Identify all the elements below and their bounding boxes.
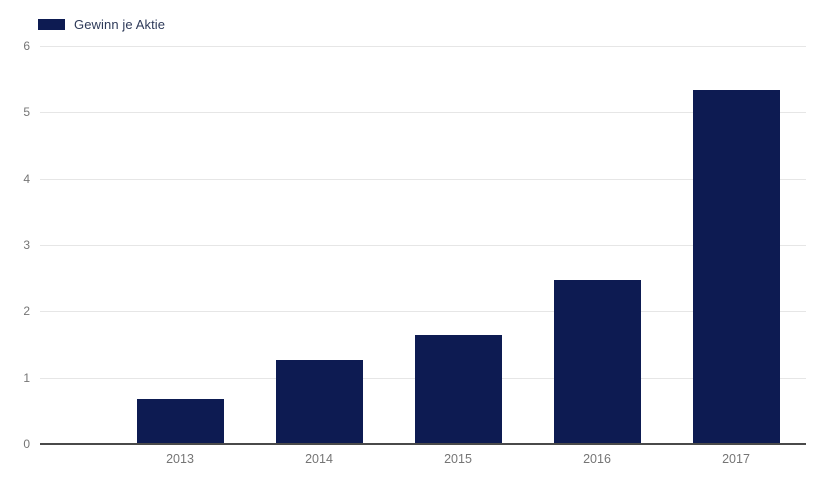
y-tick-label-1: 1: [23, 370, 30, 385]
bar-2017[interactable]: [692, 90, 780, 444]
x-tick-label-2016: 2016: [583, 452, 611, 466]
legend: Gewinn je Aktie: [38, 14, 165, 34]
gridline-4: [40, 178, 806, 180]
gridline-3: [40, 245, 806, 246]
y-tick-label-3: 3: [23, 238, 30, 252]
gridline-2: [40, 311, 806, 313]
x-tick-label-2014: 2014: [305, 452, 333, 466]
plot-area: [40, 46, 806, 445]
legend-swatch: [38, 18, 65, 30]
bar-2013[interactable]: [136, 399, 224, 444]
x-tick-label-2015: 2015: [444, 452, 472, 466]
x-tick-label-2017: 2017: [722, 452, 750, 466]
legend-label: Gewinn je Aktie: [74, 16, 166, 32]
y-tick-label-4: 4: [23, 171, 30, 186]
bar-2015[interactable]: [414, 335, 502, 444]
bar-2016[interactable]: [553, 280, 641, 444]
bar-2014[interactable]: [275, 360, 363, 444]
y-tick-label-2: 2: [23, 304, 30, 319]
y-tick-label-0: 0: [23, 437, 30, 451]
gridline-5: [40, 112, 806, 114]
gridline-6: [40, 46, 806, 47]
x-tick-label-2013: 2013: [166, 452, 194, 466]
y-tick-label-5: 5: [23, 105, 30, 120]
x-axis-baseline: [40, 443, 806, 445]
y-tick-label-6: 6: [23, 39, 30, 53]
